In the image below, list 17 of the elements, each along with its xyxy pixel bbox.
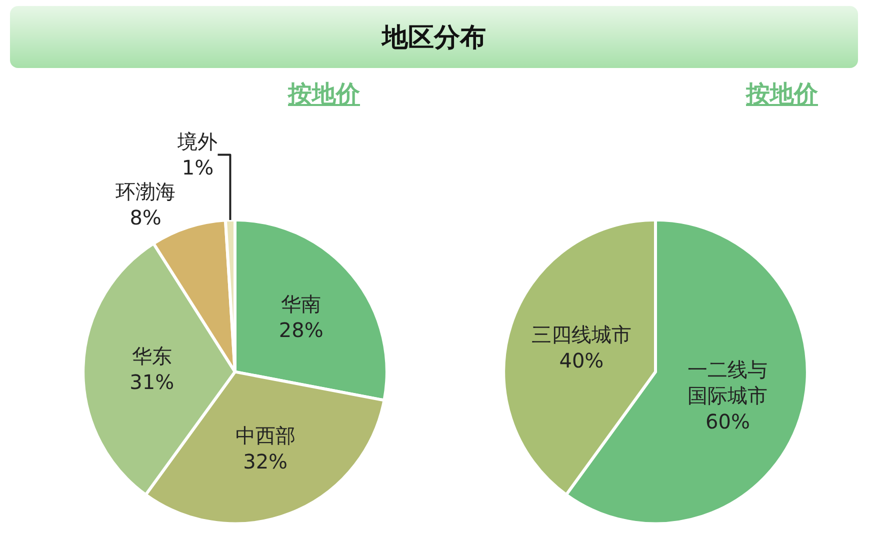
- slice-label: 中西部: [235, 423, 296, 448]
- chart-title: 地区分布: [10, 6, 858, 68]
- slice-label: 一二线与国际城市: [688, 357, 768, 408]
- data-label: 1%: [182, 156, 214, 180]
- data-label: 40%: [559, 348, 604, 373]
- chart-subtitle: 按地价: [288, 79, 360, 110]
- data-label: 32%: [243, 449, 288, 474]
- chart-subtitle: 按地价: [746, 79, 818, 110]
- slice-label: 华东: [132, 344, 172, 368]
- slice-label: 三四线城市: [531, 322, 632, 347]
- data-label: 28%: [278, 318, 324, 342]
- slice-label: 境外: [176, 130, 218, 154]
- slice-label: 华南: [281, 292, 322, 316]
- data-label: 60%: [706, 409, 750, 434]
- data-label: 31%: [130, 370, 174, 394]
- data-label: 8%: [130, 206, 162, 230]
- slice-label: 环渤海: [116, 180, 176, 204]
